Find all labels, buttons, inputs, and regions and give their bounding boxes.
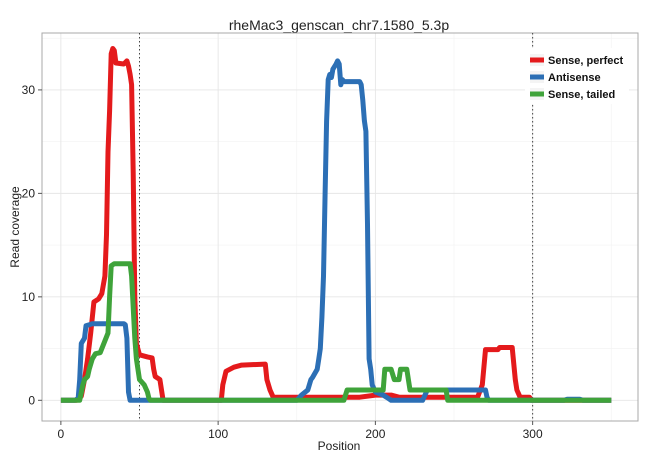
legend: Sense, perfect Antisense Sense, tailed [525, 48, 629, 104]
y-tick-label-3: 30 [22, 83, 36, 97]
x-axis-ticks: 0 100 200 300 [58, 421, 543, 441]
y-tick-label-0: 0 [28, 393, 35, 407]
series-line-1 [60, 58, 612, 403]
plot-area [41, 32, 639, 422]
x-tick-label-1: 100 [208, 427, 228, 441]
y-tick-label-1: 10 [22, 290, 36, 304]
chart-title: rheMac3_genscan_chr7.1580_5.3p [229, 17, 449, 33]
x-axis-label: Position [318, 439, 361, 453]
grid [42, 33, 638, 421]
y-axis-ticks: 0 10 20 30 [22, 83, 42, 407]
legend-label-1: Antisense [548, 72, 601, 84]
series-lines [60, 46, 612, 403]
y-tick-label-2: 20 [22, 186, 36, 200]
x-tick-label-3: 300 [523, 427, 543, 441]
series-line-2 [60, 261, 612, 403]
y-axis-label: Read coverage [8, 186, 22, 268]
x-tick-label-0: 0 [58, 427, 65, 441]
x-tick-label-2: 200 [365, 427, 385, 441]
plot-border [41, 32, 639, 422]
legend-label-0: Sense, perfect [548, 55, 624, 67]
series-line-0 [60, 46, 612, 403]
legend-label-2: Sense, tailed [548, 89, 615, 101]
